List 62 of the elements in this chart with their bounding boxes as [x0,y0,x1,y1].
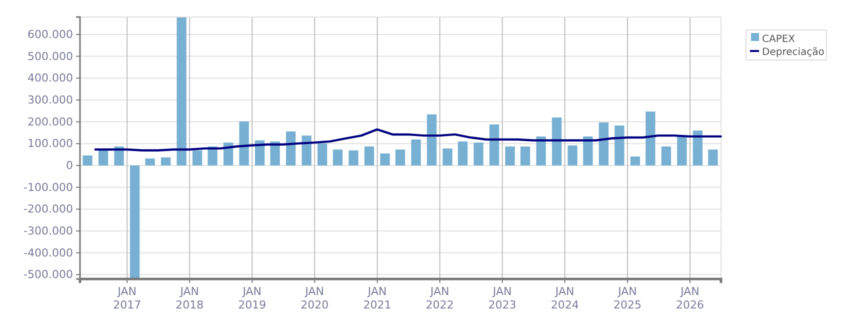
bar [520,146,530,166]
bar [692,130,703,166]
bar [270,141,280,166]
bar [661,146,672,166]
y-tick-label: 100.000 [28,137,73,150]
y-tick-label: 600.000 [28,28,73,41]
bar [364,146,374,166]
bar [442,148,452,166]
bar [552,117,562,166]
y-tick-label: 500.000 [28,50,73,63]
bar [458,141,468,166]
bar [317,143,328,166]
x-tick-label: JAN 2021 [363,284,392,312]
bar [98,150,108,166]
x-tick-label: JAN 2023 [488,284,516,312]
y-tick-label: -400.000 [24,246,73,260]
y-tick-label: 200.000 [28,115,73,128]
bar [598,122,609,166]
y-tick-label: -200.000 [24,202,73,216]
x-tick-label: JAN 2026 [676,284,704,312]
bar [332,150,343,166]
bar [474,142,484,166]
y-tick-label: -100.000 [24,180,73,194]
bar [646,112,656,166]
bar [677,136,687,166]
bar [395,150,406,166]
bar [426,114,437,166]
bar [192,150,202,166]
bar [614,126,624,166]
bar [286,131,296,166]
y-tick-label: -300.000 [24,224,73,238]
x-tick-label: JAN 2020 [300,284,329,312]
bar [380,153,390,166]
y-tick-label: -500.000 [24,268,73,282]
bar [536,136,546,166]
bar [348,150,358,166]
y-tick-label: 400.000 [28,72,73,85]
x-tick-label: JAN 2024 [550,284,579,312]
y-tick-label: 300.000 [28,93,73,106]
line-series [94,128,722,152]
bar [145,158,155,166]
bar [130,165,140,279]
bar [302,136,312,166]
legend-label: Depreciação [762,47,824,58]
y-tick-label: 0 [66,158,73,172]
x-tick-label: JAN 2019 [238,284,266,312]
x-tick-label: JAN 2017 [113,284,142,312]
bar [176,17,186,166]
bar [708,150,718,166]
bar [160,157,171,166]
bar [630,156,640,166]
bar [489,124,500,166]
bar [411,139,421,166]
x-tick-label: JAN 2025 [613,284,642,312]
bar [568,145,578,166]
bar [505,146,515,166]
legend-label: CAPEX [762,34,796,45]
bar [239,121,249,166]
bar [583,136,593,166]
bar [82,155,92,166]
x-tick-label: JAN 2022 [426,284,454,312]
x-tick-label: JAN 2018 [176,284,204,312]
